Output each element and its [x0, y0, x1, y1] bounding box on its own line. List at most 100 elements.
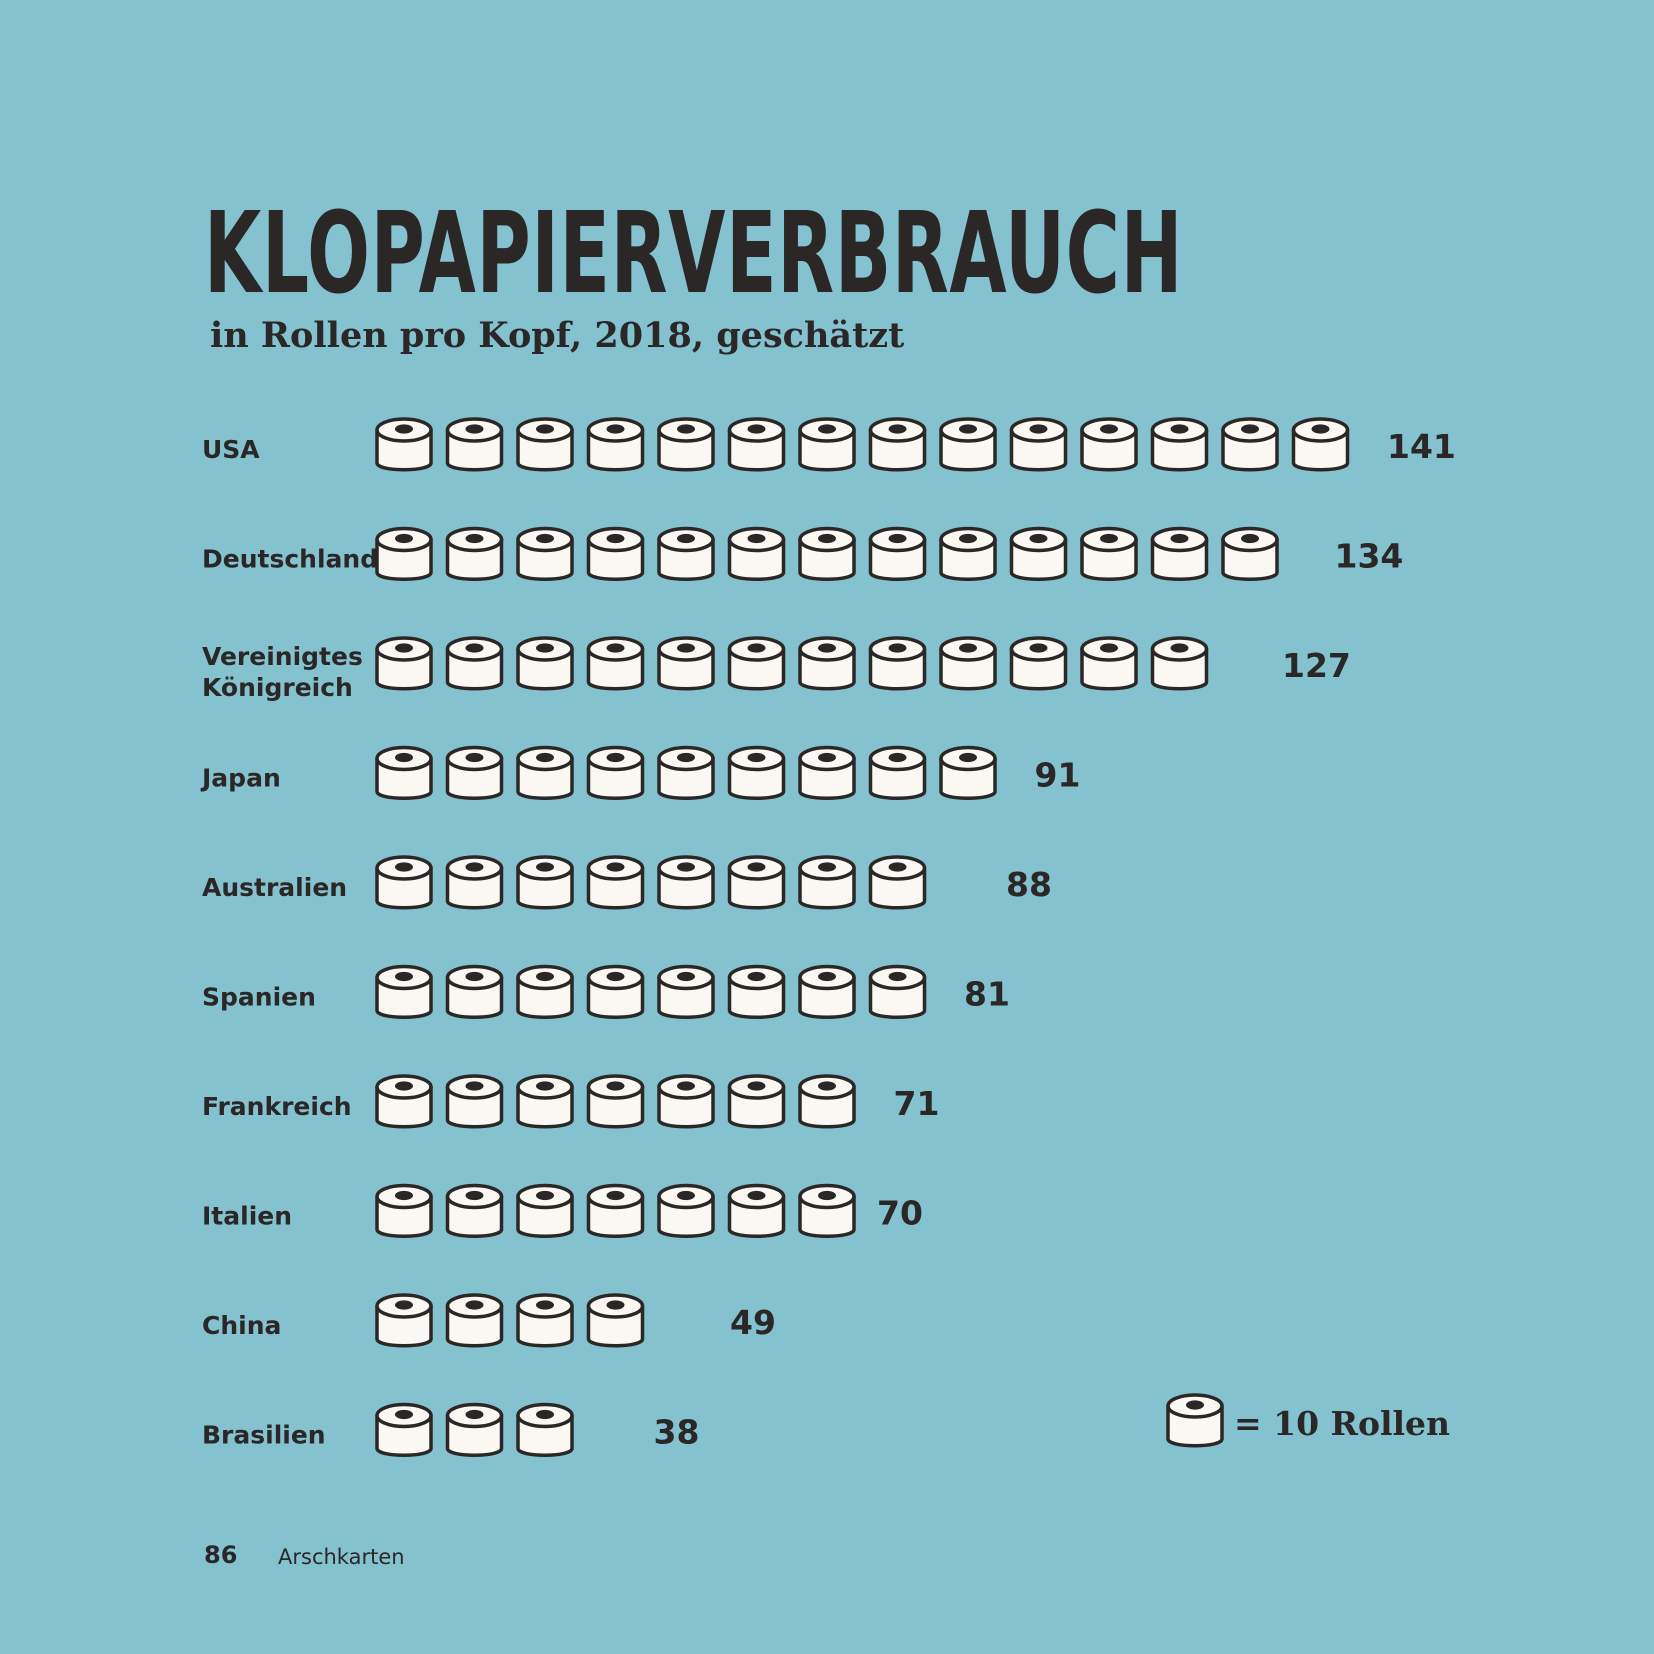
toilet-paper-roll-icon: [1291, 417, 1350, 472]
legend-toilet-paper-roll-icon: [1166, 1393, 1224, 1448]
toilet-paper-roll-icon: [727, 526, 786, 581]
toilet-paper-roll-icon: [375, 1293, 433, 1348]
page-number: 86: [204, 1541, 238, 1569]
toilet-paper-roll-icon: [445, 1183, 504, 1238]
toilet-paper-roll-icon: [445, 745, 504, 800]
toilet-paper-roll-icon: [1080, 526, 1138, 581]
toilet-paper-roll-icon: [1150, 417, 1209, 472]
toilet-paper-roll-icon: [375, 855, 433, 910]
toilet-paper-roll-icon: [445, 1074, 504, 1129]
toilet-paper-roll-icon: [727, 1183, 786, 1238]
toilet-paper-roll-icon: [445, 636, 504, 691]
toilet-paper-roll-icon: [727, 1074, 786, 1129]
country-label: USA: [202, 435, 260, 464]
partial-toilet-paper-roll-icon: [586, 1402, 634, 1457]
toilet-paper-roll-icon: [868, 855, 927, 910]
country-label: Deutschland: [202, 545, 378, 574]
toilet-paper-roll-icon: [586, 1293, 645, 1348]
toilet-paper-roll-icon: [1009, 526, 1068, 581]
value-label: 38: [654, 1413, 700, 1452]
toilet-paper-roll-icon: [586, 855, 645, 910]
toilet-paper-roll-icon: [657, 636, 715, 691]
toilet-paper-roll-icon: [445, 1402, 504, 1457]
toilet-paper-roll-icon: [375, 1183, 433, 1238]
toilet-paper-roll-icon: [586, 1074, 645, 1129]
partial-toilet-paper-roll-icon: [1221, 636, 1262, 691]
toilet-paper-roll-icon: [375, 417, 433, 472]
toilet-paper-roll-icon: [798, 855, 856, 910]
chart-rows: USA 141 Deutschland 134 Vereinigtes Königreic…: [200, 417, 1456, 1457]
country-label: Japan: [200, 764, 281, 793]
toilet-paper-roll-icon: [516, 417, 574, 472]
chart-row: Italien 70: [202, 1183, 923, 1238]
toilet-paper-roll-icon: [375, 1402, 433, 1457]
value-label: 127: [1282, 646, 1351, 685]
toilet-paper-roll-icon: [516, 1183, 574, 1238]
toilet-paper-roll-icon: [516, 1293, 574, 1348]
partial-toilet-paper-roll-icon: [657, 1293, 710, 1348]
toilet-paper-roll-icon: [939, 417, 997, 472]
toilet-paper-roll-icon: [516, 1402, 574, 1457]
value-label: 91: [1035, 756, 1081, 795]
toilet-paper-roll-icon: [727, 964, 786, 1019]
toilet-paper-roll-icon: [586, 526, 645, 581]
toilet-paper-roll-icon: [586, 964, 645, 1019]
chart-row: USA 141: [202, 417, 1456, 472]
toilet-paper-roll-icon: [798, 964, 856, 1019]
toilet-paper-roll-icon: [939, 526, 997, 581]
toilet-paper-roll-icon: [798, 526, 856, 581]
toilet-paper-roll-icon: [1009, 636, 1068, 691]
toilet-paper-roll-icon: [375, 964, 433, 1019]
value-label: 88: [1006, 865, 1052, 904]
toilet-paper-roll-icon: [868, 745, 927, 800]
toilet-paper-roll-icon: [516, 855, 574, 910]
value-label: 81: [964, 975, 1010, 1014]
chart-row: Australien 88: [202, 855, 1052, 910]
toilet-paper-roll-icon: [657, 745, 715, 800]
toilet-paper-roll-icon: [1221, 526, 1279, 581]
toilet-paper-roll-icon: [798, 745, 856, 800]
toilet-paper-roll-icon: [657, 855, 715, 910]
toilet-paper-roll-icon: [586, 745, 645, 800]
toilet-paper-roll-icon: [1080, 636, 1138, 691]
country-label: China: [202, 1311, 281, 1340]
toilet-paper-roll-icon: [727, 745, 786, 800]
toilet-paper-roll-icon: [375, 526, 433, 581]
toilet-paper-roll-icon: [798, 1183, 856, 1238]
toilet-paper-roll-icon: [727, 636, 786, 691]
toilet-paper-roll-icon: [868, 964, 927, 1019]
chart-row: Deutschland 134: [202, 526, 1403, 581]
toilet-paper-roll-icon: [1150, 636, 1209, 691]
toilet-paper-roll-icon: [939, 636, 997, 691]
toilet-paper-roll-icon: [939, 745, 997, 800]
toilet-paper-roll-icon: [1080, 417, 1138, 472]
toilet-paper-roll-icon: [1150, 526, 1209, 581]
toilet-paper-roll-icon: [657, 964, 715, 1019]
toilet-paper-roll-icon: [868, 636, 927, 691]
country-label: Australien: [202, 873, 347, 902]
chart-row: China 49: [202, 1293, 776, 1348]
toilet-paper-roll-icon: [657, 1183, 715, 1238]
toilet-paper-roll-icon: [445, 855, 504, 910]
toilet-paper-roll-icon: [586, 417, 645, 472]
country-label: Brasilien: [202, 1421, 326, 1450]
toilet-paper-roll-icon: [375, 745, 433, 800]
chart-subtitle: in Rollen pro Kopf, 2018, geschätzt: [210, 315, 905, 356]
partial-toilet-paper-roll-icon: [939, 855, 986, 910]
toilet-paper-roll-icon: [1221, 417, 1279, 472]
toilet-paper-roll-icon: [516, 745, 574, 800]
toilet-paper-roll-icon: [657, 1074, 715, 1129]
value-label: 71: [894, 1084, 940, 1123]
legend: = 10 Rollen: [1166, 1393, 1450, 1448]
toilet-paper-roll-icon: [868, 526, 927, 581]
toilet-paper-roll-icon: [586, 1183, 645, 1238]
chart-row: Brasilien 38: [202, 1402, 700, 1457]
toilet-paper-roll-icon: [657, 526, 715, 581]
toilet-paper-roll-icon: [445, 964, 504, 1019]
country-label: Frankreich: [202, 1092, 352, 1121]
toilet-paper-roll-icon: [445, 417, 504, 472]
toilet-paper-roll-icon: [445, 526, 504, 581]
legend-label: = 10 Rollen: [1234, 1404, 1450, 1443]
